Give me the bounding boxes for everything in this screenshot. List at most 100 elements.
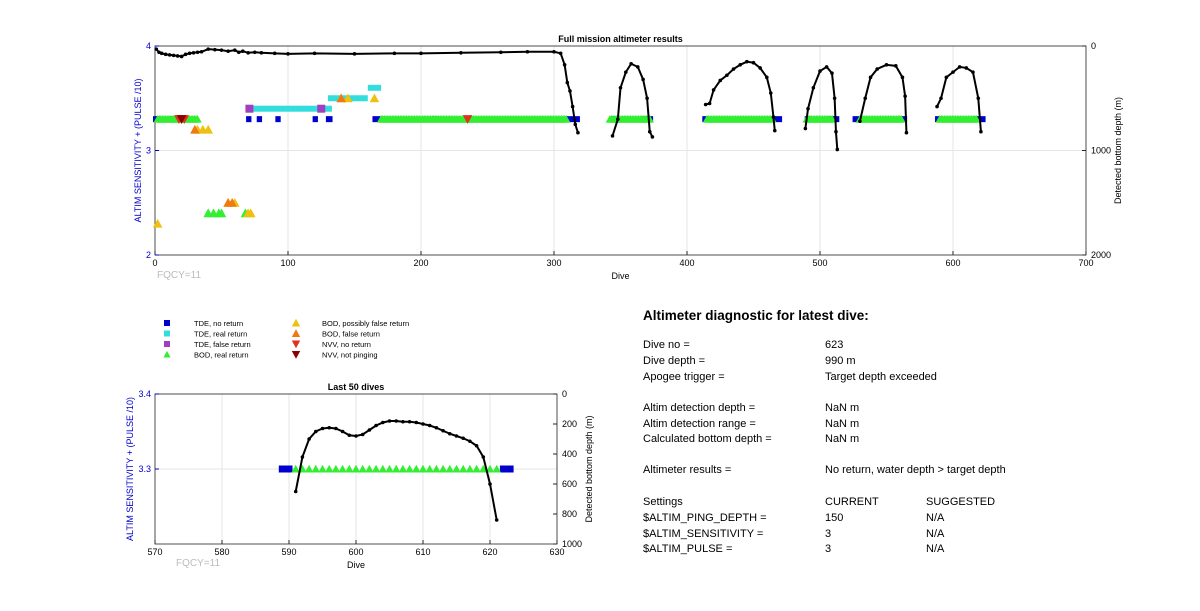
tde-no-return-marker (325, 116, 333, 123)
x-tick-label: 400 (679, 258, 694, 268)
legend-marker (291, 318, 301, 327)
setting-name: $ALTIM_PULSE = (643, 543, 733, 555)
tde-no-return-marker (246, 116, 252, 123)
nvv-not-pinging-marker (176, 115, 187, 124)
bod-false-return-marker (336, 93, 346, 103)
bod-real-return-marker (897, 114, 906, 123)
bottom-depth-point (392, 51, 397, 56)
diag-value: NaN m (825, 433, 860, 445)
bottom-depth-point (259, 50, 264, 55)
bod-real-return-marker (216, 208, 227, 218)
diag-value: Target depth exceeded (825, 371, 937, 383)
legend-label: TDE, false return (194, 340, 251, 349)
bottom-depth-point (618, 86, 623, 90)
bottom-depth-point (352, 52, 357, 56)
bottom-depth-point (179, 54, 184, 59)
bod-real-return-marker (418, 464, 428, 473)
bottom-depth-point (441, 428, 445, 433)
bottom-depth-line (804, 65, 839, 150)
bottom-depth-point (191, 50, 196, 55)
bottom-depth-point (903, 94, 907, 98)
bottom-depth-point (818, 69, 822, 73)
bottom-depth-point (525, 49, 530, 54)
tde-no-return-marker (256, 116, 263, 123)
bottom-depth-point (459, 50, 463, 55)
setting-current: 3 (825, 543, 832, 555)
legend-label: BOD, false return (322, 330, 380, 339)
bottom-depth-point (461, 436, 466, 441)
y2-tick-label: 0 (562, 389, 567, 399)
x-tick-label: 590 (281, 547, 296, 557)
tde-false-return-marker (317, 104, 326, 113)
y-axis-label: ALTIM SENSITIVITY + (PULSE /10) (125, 397, 135, 541)
bottom-depth-point (894, 64, 898, 68)
diag-label: Dive depth = (643, 355, 706, 367)
bottom-depth-point (360, 432, 365, 437)
bottom-depth-point (427, 423, 432, 428)
legend-marker (164, 330, 170, 337)
bottom-depth-point (904, 130, 909, 135)
bottom-depth-point (884, 63, 889, 67)
legend-marker (163, 350, 171, 358)
bottom-depth-point (725, 73, 729, 78)
x-tick-label: 600 (945, 258, 960, 268)
bottom-depth-point (419, 51, 423, 56)
bottom-depth-point (568, 89, 572, 93)
bottom-depth-point (858, 119, 862, 124)
tde-no-return-marker (285, 465, 293, 473)
bottom-depth-point (765, 75, 769, 80)
bod-real-return-marker (291, 464, 300, 473)
bottom-depth-point (803, 126, 808, 131)
bottom-depth-point (835, 147, 840, 152)
bottom-depth-point (772, 128, 777, 133)
setting-name: $ALTIM_SENSITIVITY = (643, 528, 764, 540)
bottom-depth-point (307, 437, 311, 441)
bottom-depth-point (868, 75, 873, 80)
bod-real-return-marker (479, 464, 488, 473)
diag-label: Altimeter results = (643, 464, 732, 476)
bottom-depth-point (163, 52, 168, 57)
bod-real-return-marker (562, 114, 571, 123)
bottom-depth-point (641, 77, 645, 82)
setting-current: 3 (825, 528, 832, 540)
bod-possibly-false-return-marker (343, 93, 353, 103)
x-tick-label: 620 (482, 547, 497, 557)
diag-label: Altim detection range = (643, 418, 756, 430)
setting-current: 150 (825, 512, 844, 524)
bottom-depth-point (610, 134, 615, 138)
bottom-depth-point (830, 71, 834, 75)
bottom-depth-point (381, 420, 385, 425)
bottom-depth-point (272, 51, 277, 56)
legend-marker (291, 340, 301, 349)
bod-false-return-marker (227, 197, 237, 207)
bod-real-return-marker (828, 114, 837, 123)
bottom-depth-point (414, 420, 419, 425)
bottom-depth-point (226, 49, 230, 54)
bod-false-return-marker (190, 124, 200, 134)
tde-no-return-marker (565, 116, 580, 123)
diagnostic-title: Altimeter diagnostic for latest dive: (643, 308, 869, 323)
bod-real-return-marker (445, 464, 454, 473)
bottom-depth-point (195, 50, 200, 55)
setting-suggested: N/A (926, 512, 945, 524)
fqcy-annotation: FQCY=11 (176, 558, 220, 569)
bottom-depth-point (751, 60, 756, 65)
bottom-depth-point (314, 429, 318, 434)
tde-false-return-marker (245, 104, 254, 113)
bottom-depth-point (647, 129, 652, 134)
bod-real-return-marker (345, 464, 354, 473)
bottom-depth-point (552, 49, 556, 54)
setting-suggested: N/A (926, 528, 945, 540)
bottom-depth-point (421, 422, 425, 426)
bod-real-return-marker (371, 464, 381, 473)
bottom-depth-point (252, 50, 257, 55)
bod-real-return-marker (405, 464, 414, 473)
y-tick-label: 3 (146, 146, 151, 156)
bottom-depth-point (199, 49, 204, 54)
bod-real-return-marker (304, 464, 314, 473)
bottom-depth-point (650, 135, 655, 139)
y-tick-label: 2 (146, 250, 151, 260)
bottom-depth-point (367, 428, 372, 432)
y2-tick-label: 600 (562, 479, 577, 489)
bottom-depth-point (474, 443, 479, 448)
